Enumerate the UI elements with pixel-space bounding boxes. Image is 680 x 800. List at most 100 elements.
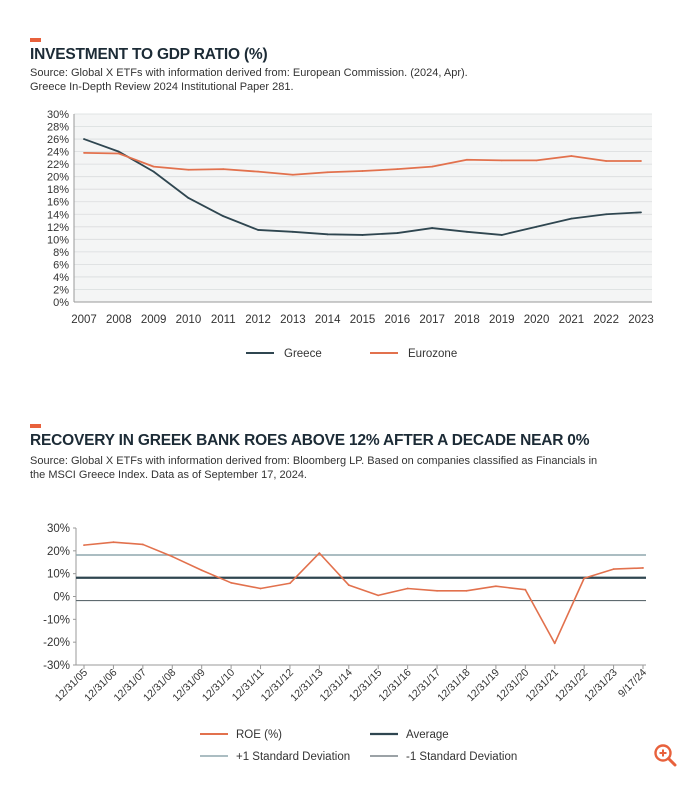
chart1-point-greece — [500, 234, 503, 236]
chart1-y-tick-label: 0% — [53, 297, 69, 309]
chart1-x-tick-label: 2007 — [71, 314, 97, 326]
chart2-roe-point — [524, 588, 527, 591]
chart1-x-tick-label: 2012 — [245, 314, 271, 326]
chart1-y-tick-label: 8% — [53, 247, 69, 259]
chart1-y-tick-label: 18% — [47, 184, 69, 196]
chart2-roe-point — [436, 589, 438, 592]
chart2-legend-label: ROE (%) — [236, 729, 282, 741]
chart1-y-tick-label: 12% — [47, 222, 69, 234]
chart1-y-tick-label: 24% — [47, 147, 69, 159]
chart1-point-greece — [570, 217, 573, 220]
chart1-x-tick-label: 2018 — [454, 314, 480, 326]
chart2-roe-point — [583, 577, 586, 580]
chart1-point-greece — [396, 232, 399, 234]
chart1-x-tick-label: 2021 — [559, 314, 585, 326]
chart1-point-greece — [152, 170, 155, 173]
chart2-y-tick-label: 10% — [47, 569, 70, 581]
chart1-point-greece — [117, 150, 120, 153]
chart2-roe-point — [141, 543, 144, 546]
chart1-source-line-1: Source: Global X ETFs with information d… — [30, 67, 468, 79]
chart1-x-tick-label: 2015 — [350, 314, 376, 326]
chart1-point-eurozone — [431, 165, 434, 168]
chart2-roe-line — [83, 541, 644, 645]
chart1-source: Source: Global X ETFs with information d… — [30, 66, 468, 94]
chart2-roe-point — [171, 555, 174, 558]
chart1-point-eurozone — [257, 170, 259, 173]
chart2-roe-point — [377, 594, 380, 597]
chart1-point-greece — [257, 229, 259, 231]
chart2-accent-dash — [30, 424, 41, 428]
chart2-roe-point — [494, 585, 497, 588]
chart1-accent-dash — [30, 38, 41, 42]
chart1-point-greece — [291, 230, 294, 233]
chart2-roe-point — [406, 587, 409, 590]
chart2-y-tick-label: 0% — [53, 592, 70, 604]
chart1-x-tick-label: 2022 — [593, 314, 619, 326]
chart2-roe-point — [318, 552, 321, 555]
chart2-y-tick-label: -10% — [43, 614, 70, 626]
chart1-y-tick-label: 10% — [47, 234, 69, 246]
chart1-source-line-2: Greece In-Depth Review 2024 Institutiona… — [30, 81, 294, 93]
chart1-title: INVESTMENT TO GDP RATIO (%) — [30, 46, 268, 63]
chart2-x-tick-label: 12/31/10 — [200, 667, 237, 704]
chart2-source: Source: Global X ETFs with information d… — [30, 454, 597, 482]
chart1-plot-area — [74, 114, 652, 302]
chart1-x-tick-label: 2020 — [524, 314, 550, 326]
chart1-point-eurozone — [640, 160, 642, 162]
chart1-point-eurozone — [291, 173, 294, 176]
chart1-x-tick-label: 2011 — [211, 314, 236, 326]
chart1-x-tick-label: 2013 — [280, 314, 306, 326]
zoom-in-icon[interactable] — [652, 742, 678, 768]
chart1-x-tick-label: 2019 — [489, 314, 515, 326]
chart1-x-tick-label: 2008 — [106, 314, 132, 326]
chart1-y-tick-label: 4% — [53, 272, 69, 284]
chart1-point-eurozone — [83, 151, 85, 154]
chart1-x-tick-label: 2010 — [176, 314, 202, 326]
chart1-x-tick-label: 2014 — [315, 314, 341, 326]
chart2-roe-point — [465, 589, 468, 592]
chart2-roe-point — [347, 584, 350, 586]
chart1-x-tick-label: 2009 — [141, 314, 167, 326]
chart1-y-tick-label: 2% — [53, 284, 69, 296]
chart2-x-tick-label: 9/17/24 — [616, 667, 649, 700]
chart1-point-eurozone — [605, 160, 608, 162]
chart1-point-eurozone — [187, 168, 190, 171]
chart2-roe-point — [200, 569, 203, 572]
chart2-roe-point — [612, 568, 615, 570]
chart1-point-greece — [187, 197, 190, 199]
greek-bank-roe-chart: 30%20%10%0%-10%-20%-30%12/31/0512/31/061… — [43, 523, 649, 763]
chart2-legend-label: -1 Standard Deviation — [406, 751, 517, 763]
chart2-roe-point — [230, 581, 233, 584]
chart2-source-line-2: the MSCI Greece Index. Data as of Septem… — [30, 469, 307, 481]
chart1-y-tick-label: 20% — [47, 172, 69, 184]
chart1-point-eurozone — [222, 168, 225, 171]
chart1-point-eurozone — [570, 155, 573, 157]
chart1-x-tick-label: 2023 — [628, 314, 654, 326]
chart1-point-greece — [605, 213, 608, 216]
chart1-point-greece — [361, 234, 364, 236]
chart1-point-eurozone — [152, 165, 155, 168]
chart1-point-greece — [431, 227, 434, 229]
chart1-x-tick-label: 2016 — [385, 314, 411, 326]
chart2-y-tick-label: 30% — [47, 523, 70, 535]
chart1-point-eurozone — [500, 159, 503, 162]
chart1-y-tick-label: 14% — [47, 209, 69, 221]
chart1-y-tick-label: 22% — [47, 159, 69, 171]
chart1-legend-label: Eurozone — [408, 348, 457, 360]
chart1-point-greece — [640, 211, 642, 214]
chart1-y-tick-label: 30% — [47, 109, 69, 121]
chart1-legend-label: Greece — [284, 348, 322, 360]
chart2-y-tick-label: -30% — [43, 660, 70, 672]
chart2-y-tick-label: 20% — [47, 546, 70, 558]
chart1-point-greece — [83, 138, 85, 140]
investment-gdp-chart: 30%28%26%24%22%20%18%16%14%12%10%8%6%4%2… — [47, 109, 654, 360]
chart1-point-greece — [535, 225, 538, 228]
chart1-x-tick-label: 2017 — [419, 314, 445, 326]
chart2-title: RECOVERY IN GREEK BANK ROES ABOVE 12% AF… — [30, 432, 590, 449]
chart1-y-tick-label: 26% — [47, 134, 69, 146]
chart1-y-tick-label: 6% — [53, 259, 69, 271]
chart1-point-eurozone — [117, 152, 120, 155]
chart1-point-eurozone — [466, 158, 468, 161]
chart1-point-greece — [326, 233, 329, 236]
chart2-roe-point — [112, 541, 115, 544]
